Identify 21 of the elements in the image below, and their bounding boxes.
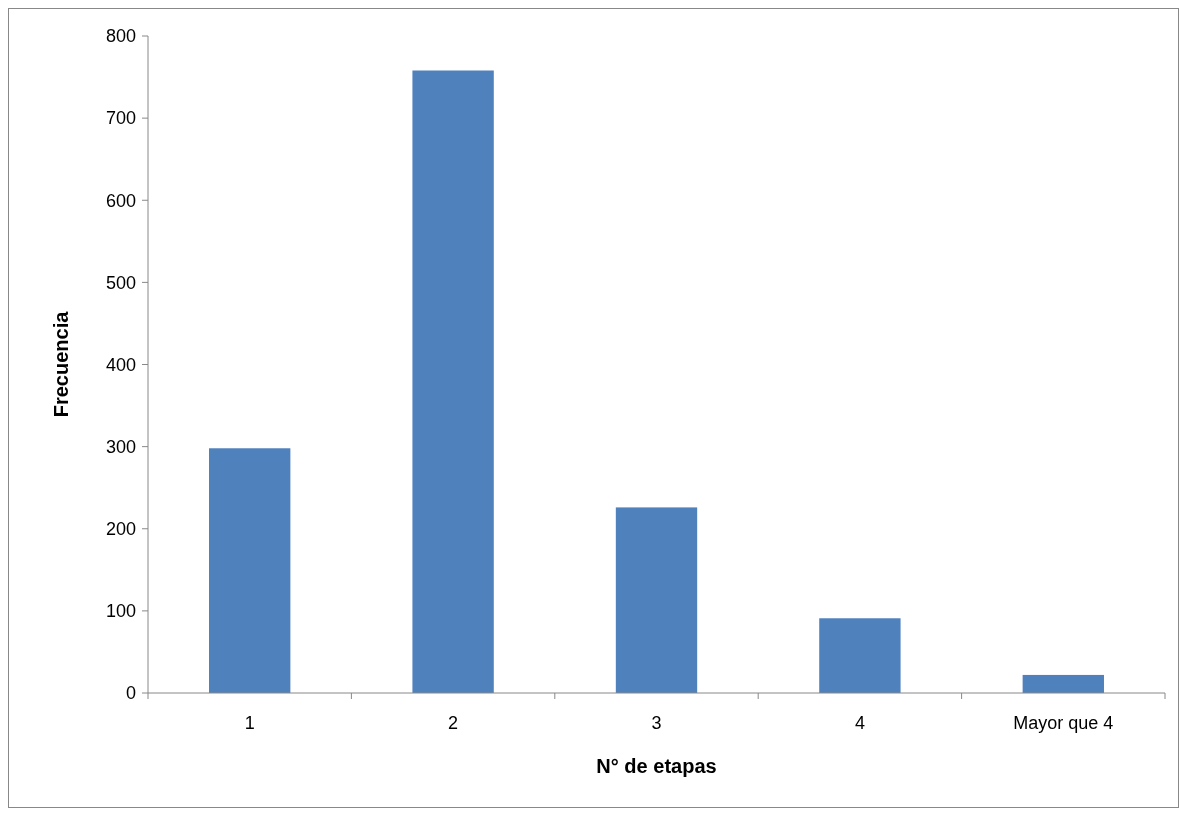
y-tick-label: 200 <box>105 519 136 540</box>
bar <box>819 618 901 693</box>
y-tick-label: 600 <box>105 190 136 211</box>
bar <box>1022 674 1104 693</box>
y-tick-label: 400 <box>105 354 136 375</box>
y-axis-title: Frecuencia <box>50 310 72 418</box>
x-tick-label: 3 <box>651 713 662 733</box>
bar <box>209 448 291 693</box>
x-tick-label: 2 <box>448 713 459 733</box>
x-axis-title: N° de etapas <box>596 755 717 777</box>
y-tick-label: 0 <box>125 683 136 704</box>
x-tick-label: 4 <box>854 713 865 733</box>
y-tick-label: 300 <box>105 436 136 457</box>
bar <box>412 70 494 693</box>
x-tick-label: 1 <box>244 713 255 733</box>
y-tick-label: 800 <box>105 26 136 47</box>
y-tick-label: 700 <box>105 108 136 129</box>
bar <box>615 507 698 693</box>
y-tick-label: 500 <box>105 272 136 293</box>
x-tick-label: Mayor que 4 <box>1013 713 1114 733</box>
y-tick-label: 100 <box>105 601 136 622</box>
